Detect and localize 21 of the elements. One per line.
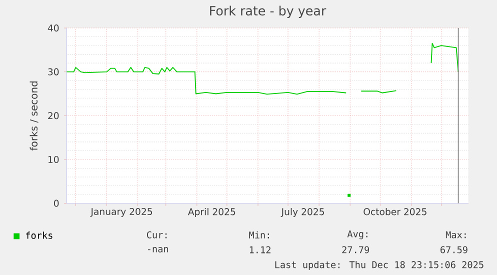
x-tick-label: July 2025 (280, 208, 324, 218)
text: 67.59 (440, 246, 468, 254)
y-tick-label: 20 (48, 112, 59, 120)
text: 1.12 (250, 246, 270, 254)
x-tick-label: October 2025 (364, 208, 426, 216)
y-axis-title: forks / second (30, 81, 38, 150)
text: 27.79 (342, 246, 369, 254)
x-tick-label: January 2025 (90, 208, 152, 217)
text: Last update: Thu Dec 18 23:15:06 2025 (275, 261, 484, 270)
legend-label: forks (26, 232, 52, 239)
chart-title: Fork rate - by year (210, 6, 326, 18)
y-tick-label: 30 (48, 68, 59, 76)
y-tick-label: 10 (48, 156, 59, 163)
y-tick-label: 0 (54, 200, 59, 207)
y-tick-label: 40 (48, 24, 59, 32)
text: Avg: (347, 230, 368, 240)
text: Cur: (147, 231, 167, 238)
x-tick-label: April 2025 (188, 208, 236, 218)
text: Max: (446, 231, 466, 238)
text: Min: (249, 231, 269, 238)
text: -nan (148, 247, 168, 252)
